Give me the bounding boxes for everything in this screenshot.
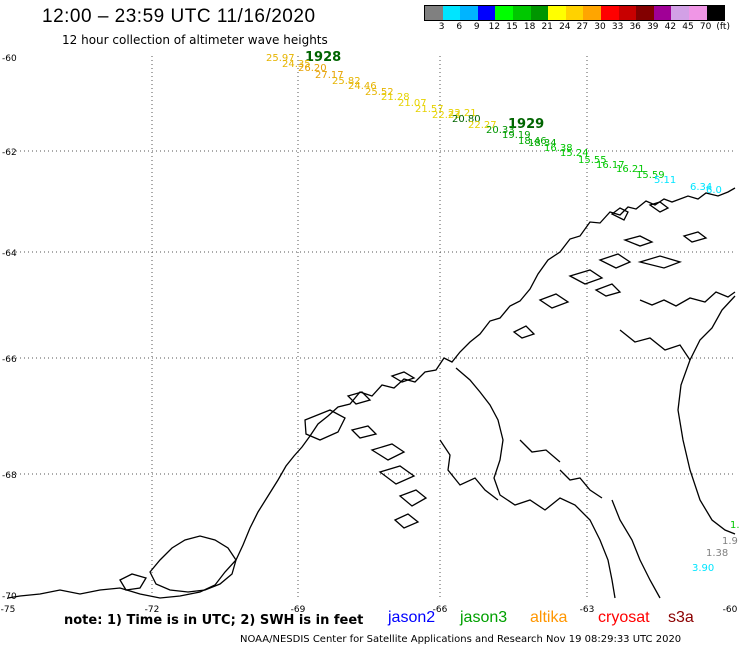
wave-height-reading: 21.57 xyxy=(415,104,444,115)
legend-label: 6 xyxy=(456,22,463,32)
latitude-labels: -60 -62 -64 -66 -68 -70 xyxy=(2,54,17,602)
wave-height-reading: 6.34 xyxy=(690,182,712,193)
wave-height-reading: 19.19 xyxy=(502,130,531,141)
legend-swatch xyxy=(618,6,637,20)
wave-height-reading: 1.38 xyxy=(706,548,728,559)
legend-swatch xyxy=(600,6,619,20)
satellite-tracks: 192825.9724.3526.2027.1725.8224.4625.522… xyxy=(266,50,740,574)
wave-height-reading: 25.97 xyxy=(266,53,295,64)
wave-height-reading: 20.33 xyxy=(486,125,515,136)
legend-label: 33 xyxy=(611,22,624,32)
legend-label: 21 xyxy=(541,22,553,32)
wave-height-reading: 25.82 xyxy=(332,76,361,87)
map-subtitle: 12 hour collection of altimeter wave hei… xyxy=(62,33,328,47)
legend-label: 27 xyxy=(576,22,589,32)
wave-height-reading: 15.55 xyxy=(578,155,607,166)
wave-height-reading: 15.59 xyxy=(636,170,665,181)
wave-height-reading: 21.28 xyxy=(381,92,410,103)
latitude-label: -66 xyxy=(2,355,17,365)
legend-swatch xyxy=(442,6,461,20)
satellite-label-altika: altika xyxy=(530,609,568,626)
legend-label: 12 xyxy=(488,22,501,32)
satellite-label-cryosat: cryosat xyxy=(598,609,650,626)
legend-swatch xyxy=(477,6,496,20)
wave-height-reading: 1.9 xyxy=(722,536,738,547)
legend-label: 24 xyxy=(559,22,571,32)
wave-height-reading: 22.27 xyxy=(468,120,497,131)
latitude-label: -70 xyxy=(2,592,17,602)
legend-swatch xyxy=(636,6,654,20)
wave-height-reading: 20.80 xyxy=(452,114,481,125)
southern-island xyxy=(149,535,237,593)
orbit-number: 1929 xyxy=(508,117,544,132)
legend-swatch xyxy=(495,6,513,20)
wave-height-reading: 22.21 xyxy=(448,108,477,119)
legend-label: (ft) xyxy=(716,22,730,32)
legend-label: 15 xyxy=(506,22,518,32)
grid-lines xyxy=(8,56,735,598)
legend-label: 30 xyxy=(594,22,606,32)
legend-label: 9 xyxy=(473,22,480,32)
latitude-label: -60 xyxy=(2,54,17,64)
legend-label: 18 xyxy=(523,22,536,32)
inner-coast xyxy=(677,295,736,535)
legend-label: 3 xyxy=(438,22,445,32)
legend-label: 70 xyxy=(699,22,712,32)
wave-height-reading: 5.11 xyxy=(654,175,676,186)
legend-swatch xyxy=(688,6,707,20)
satellite-label-s3a: s3a xyxy=(668,609,694,626)
wave-height-reading: 1. xyxy=(730,520,740,531)
wave-height-reading: 25.52 xyxy=(365,87,394,98)
longitude-label: -72 xyxy=(145,605,160,615)
legend-label: 39 xyxy=(647,22,659,32)
legend-label: 36 xyxy=(629,22,641,32)
orbit-number: 1928 xyxy=(305,50,341,65)
legend-swatch xyxy=(706,6,725,20)
longitude-label: -66 xyxy=(433,605,448,615)
legend-swatch xyxy=(425,6,443,20)
footer-note: note: 1) Time is in UTC; 2) SWH is in fe… xyxy=(64,613,364,628)
wave-height-reading: 18.34 xyxy=(528,138,557,149)
legend-swatch xyxy=(583,6,601,20)
legend-swatch xyxy=(653,6,672,20)
longitude-label: -69 xyxy=(291,605,306,615)
legend-label: 45 xyxy=(682,22,694,32)
wave-height-reading: 16.21 xyxy=(616,164,645,175)
peninsula-coast xyxy=(7,187,736,599)
legend-swatch xyxy=(671,6,689,20)
wave-height-reading: 18.46 xyxy=(518,136,547,147)
satellite-label-jason3: jason3 xyxy=(460,609,508,626)
coastline xyxy=(7,187,736,599)
wave-height-reading: 24.35 xyxy=(282,59,311,70)
longitude-label: -60 xyxy=(723,605,738,615)
legend-swatch xyxy=(460,6,478,20)
legend-swatch xyxy=(512,6,531,20)
wave-height-reading: 21.07 xyxy=(398,98,427,109)
legend-label: 42 xyxy=(664,22,677,32)
longitude-label: -63 xyxy=(580,605,595,615)
footer-credit: NOAA/NESDIS Center for Satellite Applica… xyxy=(240,634,682,645)
wave-height-reading: 15.24 xyxy=(560,148,589,159)
wave-height-reading: 27.17 xyxy=(315,70,344,81)
wave-height-reading: 24.46 xyxy=(348,81,377,92)
latitude-label: -64 xyxy=(2,249,17,259)
latitude-label: -68 xyxy=(2,471,17,481)
wave-height-reading: 3.90 xyxy=(692,563,714,574)
legend-labels: 3 6 9 12 15 18 21 24 27 30 33 36 39 42 45 70 (ft) xyxy=(424,22,740,34)
longitude-labels: -75 -72 -69 -66 -63 -60 xyxy=(1,605,738,615)
wave-height-reading: 16.17 xyxy=(596,160,625,171)
legend-swatch xyxy=(530,6,549,20)
satellite-label-jason2: jason2 xyxy=(388,609,436,626)
wave-height-reading: 26.20 xyxy=(298,63,327,74)
legend-swatch xyxy=(565,6,584,20)
legend-swatch xyxy=(548,6,566,20)
wave-height-reading: 6.0 xyxy=(706,185,722,196)
latitude-label: -62 xyxy=(2,148,17,158)
wave-height-reading: 22.23 xyxy=(432,110,461,121)
longitude-label: -75 xyxy=(1,605,16,615)
wave-height-reading: 16.38 xyxy=(544,143,573,154)
wave-height-color-legend xyxy=(424,5,726,21)
map-title: 12:00 – 23:59 UTC 11/16/2020 xyxy=(42,6,316,27)
